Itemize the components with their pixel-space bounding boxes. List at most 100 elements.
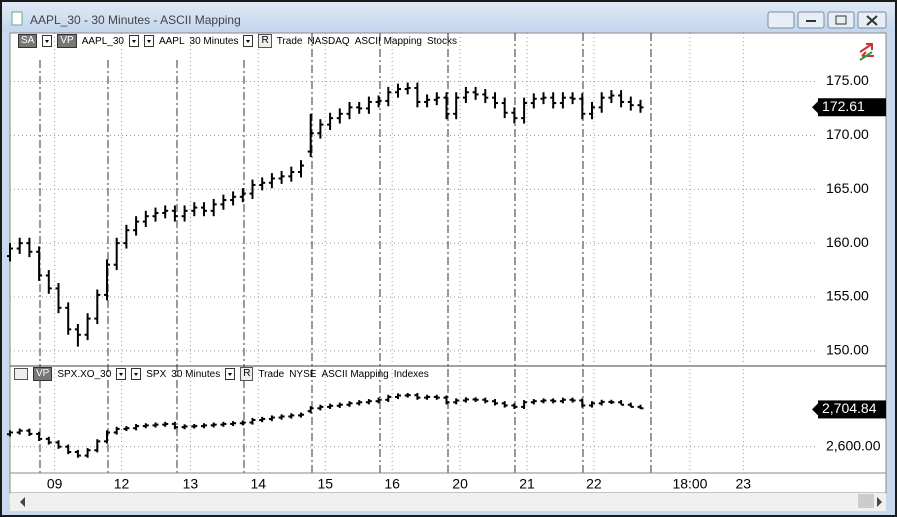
ohlc-bar — [7, 243, 13, 262]
ohlc-bar — [113, 426, 120, 435]
ohlc-bar — [200, 202, 207, 217]
ohlc-bar — [588, 401, 595, 408]
ohlc-bar — [491, 399, 498, 406]
scroll-left[interactable] — [20, 497, 25, 507]
x-tick-label: 18:00 — [672, 476, 707, 492]
ohlc-bar — [220, 194, 227, 210]
r-button[interactable]: R — [240, 367, 254, 381]
trade-icon-2 — [859, 51, 873, 61]
x-tick-label: 23 — [736, 476, 752, 492]
ohlc-bar — [142, 423, 149, 429]
ohlc-bar — [375, 95, 382, 108]
ohlc-bar — [453, 92, 460, 120]
ohlc-bar — [103, 259, 110, 301]
ohlc-bar — [482, 397, 489, 404]
restore-button[interactable] — [767, 11, 795, 29]
ohlc-bar — [598, 399, 605, 406]
ohlc-bar — [608, 90, 615, 104]
interval-label: 30 Minutes — [189, 35, 239, 47]
ohlc-bar — [443, 92, 450, 120]
y-tick-label: 175.00 — [826, 72, 869, 88]
dropdown[interactable] — [128, 35, 139, 47]
ohlc-bar — [394, 83, 401, 98]
ohlc-bar — [385, 394, 392, 402]
ohlc-bar — [94, 439, 101, 453]
scroll-right[interactable] — [877, 497, 882, 507]
ohlc-bar — [346, 401, 353, 407]
ohlc-bar — [84, 448, 91, 458]
data-type: Trade — [258, 368, 285, 380]
ohlc-bar — [74, 449, 81, 458]
x-tick-label: 15 — [317, 476, 333, 492]
badge[interactable]: VP — [33, 367, 53, 381]
ohlc-bar — [491, 92, 498, 109]
trade-icon[interactable] — [859, 43, 874, 57]
dropdown[interactable] — [225, 368, 236, 380]
x-tick-label: 22 — [586, 476, 602, 492]
ohlc-bar — [569, 397, 576, 403]
main-toolbar: SA VP AAPL_30 AAPL 30 Minutes R Trade NA… — [18, 34, 457, 48]
maximize-button[interactable] — [827, 11, 855, 29]
scroll-thumb[interactable] — [858, 494, 874, 508]
ohlc-bar — [55, 283, 62, 314]
ohlc-bar — [627, 96, 634, 111]
ohlc-bar — [579, 93, 586, 120]
ohlc-bar — [133, 423, 140, 431]
instrument-label: SPX — [146, 368, 167, 380]
ohlc-bar — [171, 205, 178, 222]
ohlc-bar — [239, 188, 246, 203]
last-price-label: 172.61 — [822, 98, 865, 114]
ohlc-bar — [210, 422, 217, 428]
ohlc-bar — [307, 406, 314, 414]
ohlc-bar — [191, 423, 198, 429]
ohlc-bar — [45, 436, 52, 445]
ohlc-bar — [414, 82, 421, 108]
ohlc-bar — [550, 398, 557, 404]
ohlc-bar — [482, 89, 489, 104]
dropdown[interactable] — [143, 35, 154, 47]
badge[interactable]: VP — [57, 34, 77, 48]
ohlc-bar — [123, 224, 130, 249]
ohlc-bar — [74, 323, 81, 347]
badge[interactable]: SA — [18, 34, 38, 48]
ohlc-bar — [36, 431, 43, 442]
ohlc-bar — [365, 96, 372, 114]
ohlc-bar — [530, 93, 537, 109]
scrollbar[interactable] — [10, 493, 886, 511]
dropdown[interactable] — [131, 368, 142, 380]
ohlc-bar — [152, 207, 159, 222]
ohlc-bar — [200, 423, 207, 429]
ohlc-bar — [462, 397, 469, 403]
ohlc-bar — [171, 421, 178, 430]
session-breaks — [39, 33, 652, 473]
data-type: Trade — [276, 35, 303, 47]
ohlc-bar — [356, 400, 363, 406]
ohlc-bar — [191, 202, 198, 217]
ohlc-bar — [627, 402, 634, 408]
x-tick-label: 12 — [114, 476, 130, 492]
ohlc-bar — [152, 422, 159, 428]
ohlc-bar — [26, 428, 33, 437]
ohlc-bar — [181, 205, 188, 222]
ohlc-bar — [36, 246, 43, 281]
dropdown[interactable] — [42, 35, 53, 47]
ohlc-bar — [511, 403, 518, 410]
y-tick-label: 150.00 — [826, 342, 869, 358]
mapping: ASCII Mapping — [321, 368, 389, 380]
ohlc-bar — [230, 191, 237, 206]
dropdown[interactable] — [243, 35, 254, 47]
ohlc-bar — [7, 430, 13, 437]
ohlc-bar — [385, 86, 392, 107]
ohlc-bar — [259, 416, 266, 423]
sub-toolbar: VP SPX.XO_30 SPX 30 Minutes R Trade NYSE… — [14, 367, 429, 381]
close-pane[interactable] — [14, 368, 28, 380]
dropdown[interactable] — [116, 368, 127, 380]
mapping: ASCII Mapping — [354, 35, 422, 47]
ohlc-bar — [239, 420, 246, 426]
last-price-pointer — [812, 101, 818, 114]
ohlc-bar — [327, 112, 334, 130]
ohlc-bar — [230, 421, 237, 427]
r-button[interactable]: R — [258, 34, 272, 48]
ohlc-bar — [220, 421, 227, 427]
